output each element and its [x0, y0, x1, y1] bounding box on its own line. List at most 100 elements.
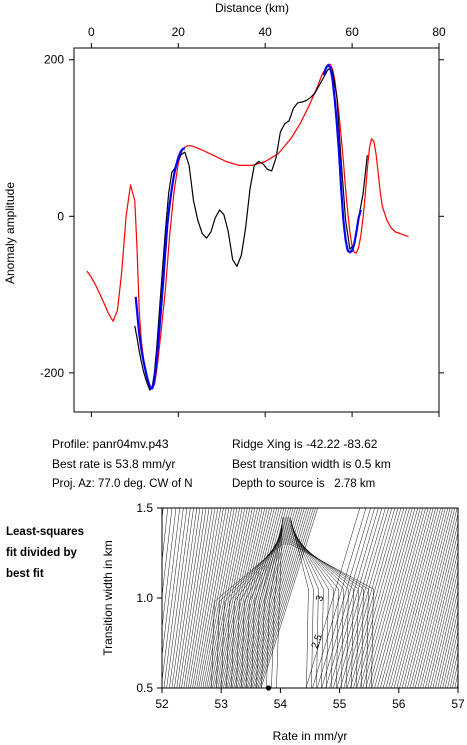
top-x-tick-label-2: 40 — [259, 25, 273, 39]
contour-line-12 — [174, 508, 201, 688]
contour-line-65 — [329, 508, 383, 688]
contour-line-89 — [401, 508, 449, 688]
contour-arch-5 — [251, 527, 334, 688]
contour-line-41 — [231, 508, 278, 688]
contour-line-53 — [251, 508, 305, 688]
top-lines — [86, 63, 409, 391]
contour-line-107 — [447, 640, 458, 688]
contour-line-103 — [437, 599, 458, 688]
contour-line-87 — [396, 508, 444, 688]
series-red-line — [86, 63, 409, 390]
contour-arch-10 — [226, 537, 359, 688]
contour-line-88 — [399, 508, 446, 688]
contour-line-104 — [440, 609, 458, 688]
contour-line-96 — [420, 531, 458, 688]
top-x-tick-label-3: 60 — [345, 25, 359, 39]
contour-line-72 — [353, 508, 405, 688]
contour-line-38 — [226, 508, 270, 688]
top-y-axis-label: Anomaly amplitude — [3, 182, 17, 284]
bottom-y-axis-label: Transition width in km — [101, 540, 115, 656]
contour-line-14 — [178, 508, 207, 688]
contour-line-92 — [409, 508, 456, 688]
top-chart: Distance (km) Anomaly amplitude 0 20 40 60 8… — [3, 1, 446, 417]
top-chart-frame — [73, 47, 440, 413]
bottom-y-tick-label-0: 1.5 — [136, 501, 153, 515]
contour-line-45 — [238, 508, 287, 688]
contour-arch-9 — [231, 535, 354, 688]
contour-line-67 — [336, 508, 389, 688]
contour-arch-7 — [241, 531, 344, 688]
contour-line-10 — [169, 508, 194, 688]
contour-line-17 — [185, 508, 216, 688]
contour-line-90 — [404, 508, 451, 688]
contour-line-24 — [200, 508, 235, 688]
top-ticks: 0 20 40 60 80 200 0 -200 — [40, 25, 446, 417]
contour-line-30 — [212, 508, 251, 688]
bottom-x-tick-label-1: 53 — [215, 697, 229, 711]
contour-line-66 — [333, 508, 386, 688]
contour-line-95 — [417, 522, 458, 688]
contour-line-7 — [162, 508, 184, 683]
contour-line-43 — [235, 508, 282, 688]
contour-line-29 — [210, 508, 248, 688]
bottom-x-tick-label-4: 56 — [392, 697, 406, 711]
contour-line-70 — [346, 508, 399, 688]
contour-line-91 — [407, 508, 453, 688]
side-label-line-3: best fit — [6, 568, 44, 580]
info-best-rate: Best rate is 53.8 mm/yr — [52, 457, 176, 471]
contour-line-34 — [219, 508, 261, 688]
contour-line-74 — [359, 508, 410, 688]
contour-line-83 — [385, 508, 434, 688]
side-label: Least-squares fit divided by best fit — [6, 522, 84, 585]
contour-line-86 — [393, 508, 441, 688]
contour-line-80 — [377, 508, 426, 688]
contour-line-39 — [228, 508, 273, 688]
contour-line-98 — [425, 550, 458, 688]
contour-line-26 — [204, 508, 240, 688]
bottom-x-tick-label-0: 52 — [155, 697, 169, 711]
info-ridge: Ridge Xing is -42.22 -83.62 — [232, 437, 378, 451]
top-x-tick-label-4: 80 — [432, 25, 446, 39]
side-label-line-2: fit divided by — [6, 547, 77, 559]
contour-line-48 — [243, 508, 294, 688]
contour-line-78 — [371, 508, 421, 688]
contour-arch-8 — [236, 533, 349, 688]
contour-line-59 — [260, 508, 319, 688]
top-x-tick-label-1: 20 — [172, 25, 186, 39]
contour-label-0: 3 — [314, 594, 326, 603]
contour-line-5 — [162, 508, 177, 631]
series-blue-line-left — [134, 147, 186, 390]
contour-line-85 — [391, 508, 439, 688]
top-y-tick-label-2: -200 — [40, 366, 64, 380]
contour-line-25 — [202, 508, 238, 688]
contour-line-54 — [253, 508, 307, 688]
contour-line-62 — [317, 508, 371, 688]
contour-line-113 — [461, 506, 467, 690]
top-x-tick-label-0: 0 — [88, 25, 95, 39]
contour-line-99 — [427, 560, 458, 688]
contour-line-108 — [449, 650, 458, 688]
contour-line-8 — [163, 508, 188, 688]
contour-line-71 — [350, 508, 402, 688]
contour-arch-11 — [221, 539, 364, 688]
contour-line-49 — [245, 508, 296, 688]
contour-labels: 32.5 — [310, 594, 327, 651]
contour-arch-1 — [271, 519, 314, 688]
contour-line-18 — [188, 508, 218, 688]
bottom-chart: 52 53 54 55 56 571.51.00.5 32.5 Rate in mm/yr… — [101, 501, 467, 743]
contour-line-16 — [183, 508, 213, 688]
contour-line-57 — [257, 508, 314, 688]
contour-line-52 — [249, 508, 303, 688]
bottom-y-tick-label-1: 1.0 — [136, 591, 153, 605]
top-y-tick-label-1: 0 — [57, 209, 64, 223]
bottom-x-tick-label-5: 57 — [451, 697, 465, 711]
contour-line-13 — [176, 508, 204, 688]
contour-arch-3 — [261, 523, 324, 688]
contour-line-93 — [412, 508, 458, 688]
contour-arch-2 — [266, 521, 319, 688]
contour-line-58 — [259, 508, 316, 688]
bottom-chart-frame — [161, 507, 459, 689]
contour-line-50 — [246, 508, 298, 688]
contour-line-21 — [194, 508, 227, 688]
contour-line-94 — [414, 512, 458, 688]
